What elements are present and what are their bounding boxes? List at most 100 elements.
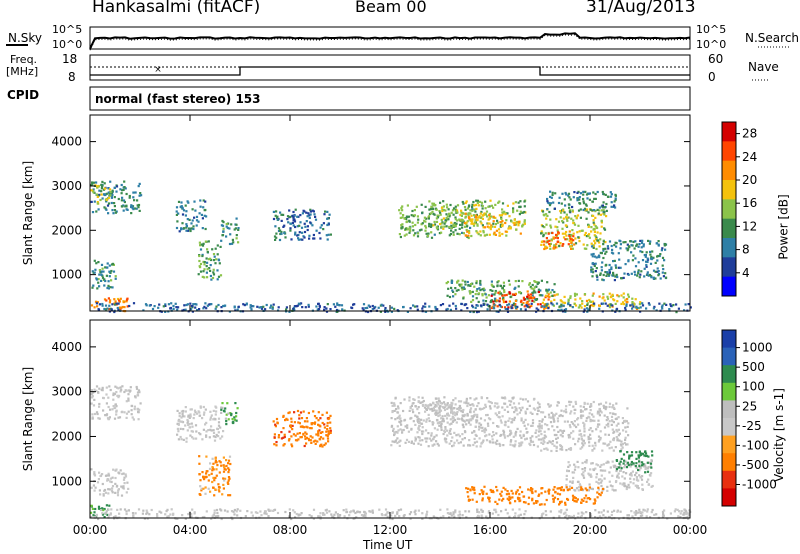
data-cell	[125, 412, 129, 415]
data-cell	[540, 230, 543, 233]
data-cell	[549, 190, 552, 193]
data-cell	[435, 434, 438, 437]
data-cell	[664, 272, 667, 275]
data-cell	[582, 208, 585, 212]
data-cell	[176, 427, 179, 430]
data-cell	[594, 235, 597, 238]
data-cell	[406, 228, 409, 231]
data-cell	[363, 510, 366, 513]
data-cell	[431, 210, 434, 213]
data-cell	[481, 426, 484, 429]
data-cell	[303, 444, 306, 448]
data-cell	[488, 500, 491, 503]
data-cell	[633, 270, 636, 273]
data-cell	[578, 230, 581, 233]
data-cell	[412, 398, 415, 401]
data-cell	[498, 290, 501, 293]
data-cell	[442, 432, 445, 436]
data-cell	[194, 303, 197, 306]
data-cell	[515, 220, 518, 224]
data-cell	[452, 295, 455, 298]
data-cell	[580, 438, 583, 441]
data-cell	[619, 450, 622, 453]
data-cell	[490, 224, 493, 227]
data-cell	[307, 305, 310, 308]
data-cell	[233, 416, 236, 419]
data-cell	[426, 510, 429, 513]
data-cell	[491, 435, 494, 438]
data-cell	[517, 285, 520, 288]
data-cell	[462, 408, 465, 412]
data-cell	[645, 307, 648, 310]
data-cell	[647, 239, 650, 242]
data-cell	[510, 421, 513, 424]
data-cell	[642, 508, 645, 511]
data-cell	[527, 294, 531, 297]
data-cell	[225, 459, 228, 462]
data-cell	[242, 303, 245, 306]
data-cell	[230, 510, 234, 513]
data-cell	[211, 276, 215, 280]
data-cell	[607, 274, 610, 277]
data-cell	[564, 503, 567, 506]
data-cell	[420, 203, 423, 206]
data-cell	[503, 434, 506, 437]
data-cell	[396, 431, 399, 434]
data-cell	[608, 263, 611, 267]
data-cell	[526, 290, 529, 293]
data-cell	[531, 299, 534, 302]
data-cell	[581, 461, 584, 465]
data-cell	[565, 514, 568, 517]
data-cell	[118, 416, 122, 419]
data-cell	[214, 476, 217, 479]
data-cell	[614, 197, 617, 200]
data-cell	[203, 268, 206, 271]
data-cell	[478, 493, 481, 496]
data-cell	[543, 447, 546, 451]
data-cell	[211, 248, 214, 251]
data-cell	[602, 209, 605, 212]
data-cell	[409, 406, 412, 410]
data-cell	[645, 263, 648, 267]
data-cell	[570, 400, 573, 404]
data-cell	[598, 206, 601, 209]
data-cell	[589, 427, 592, 430]
data-cell	[187, 201, 190, 204]
data-cell	[291, 445, 294, 448]
data-cell	[568, 436, 572, 439]
data-cell	[646, 260, 649, 263]
data-cell	[487, 205, 490, 208]
data-cell	[264, 308, 267, 311]
data-cell	[504, 421, 507, 424]
data-cell	[466, 307, 469, 310]
data-cell	[113, 209, 117, 212]
data-cell	[626, 443, 629, 446]
data-cell	[592, 292, 595, 295]
data-cell	[622, 429, 625, 432]
data-cell	[617, 295, 620, 298]
data-cell	[314, 218, 318, 221]
data-cell	[501, 406, 504, 409]
data-cell	[519, 308, 523, 311]
data-cell	[227, 482, 230, 485]
data-cell	[180, 438, 183, 441]
data-cell	[404, 441, 407, 444]
data-cell	[591, 487, 594, 491]
data-cell	[206, 261, 209, 264]
data-cell	[510, 439, 513, 442]
data-cell	[491, 306, 494, 310]
data-cell	[588, 192, 591, 195]
data-cell	[602, 249, 605, 252]
data-cell	[606, 195, 610, 198]
data-cell	[640, 453, 643, 456]
data-cell	[535, 435, 538, 439]
data-cell	[587, 435, 590, 438]
data-cell	[519, 513, 522, 516]
data-cell	[597, 435, 601, 438]
data-cell	[573, 243, 576, 246]
data-cell	[550, 196, 553, 199]
data-cell	[293, 305, 296, 308]
data-cell	[193, 512, 196, 515]
data-cell	[492, 491, 495, 494]
data-cell	[494, 233, 497, 236]
